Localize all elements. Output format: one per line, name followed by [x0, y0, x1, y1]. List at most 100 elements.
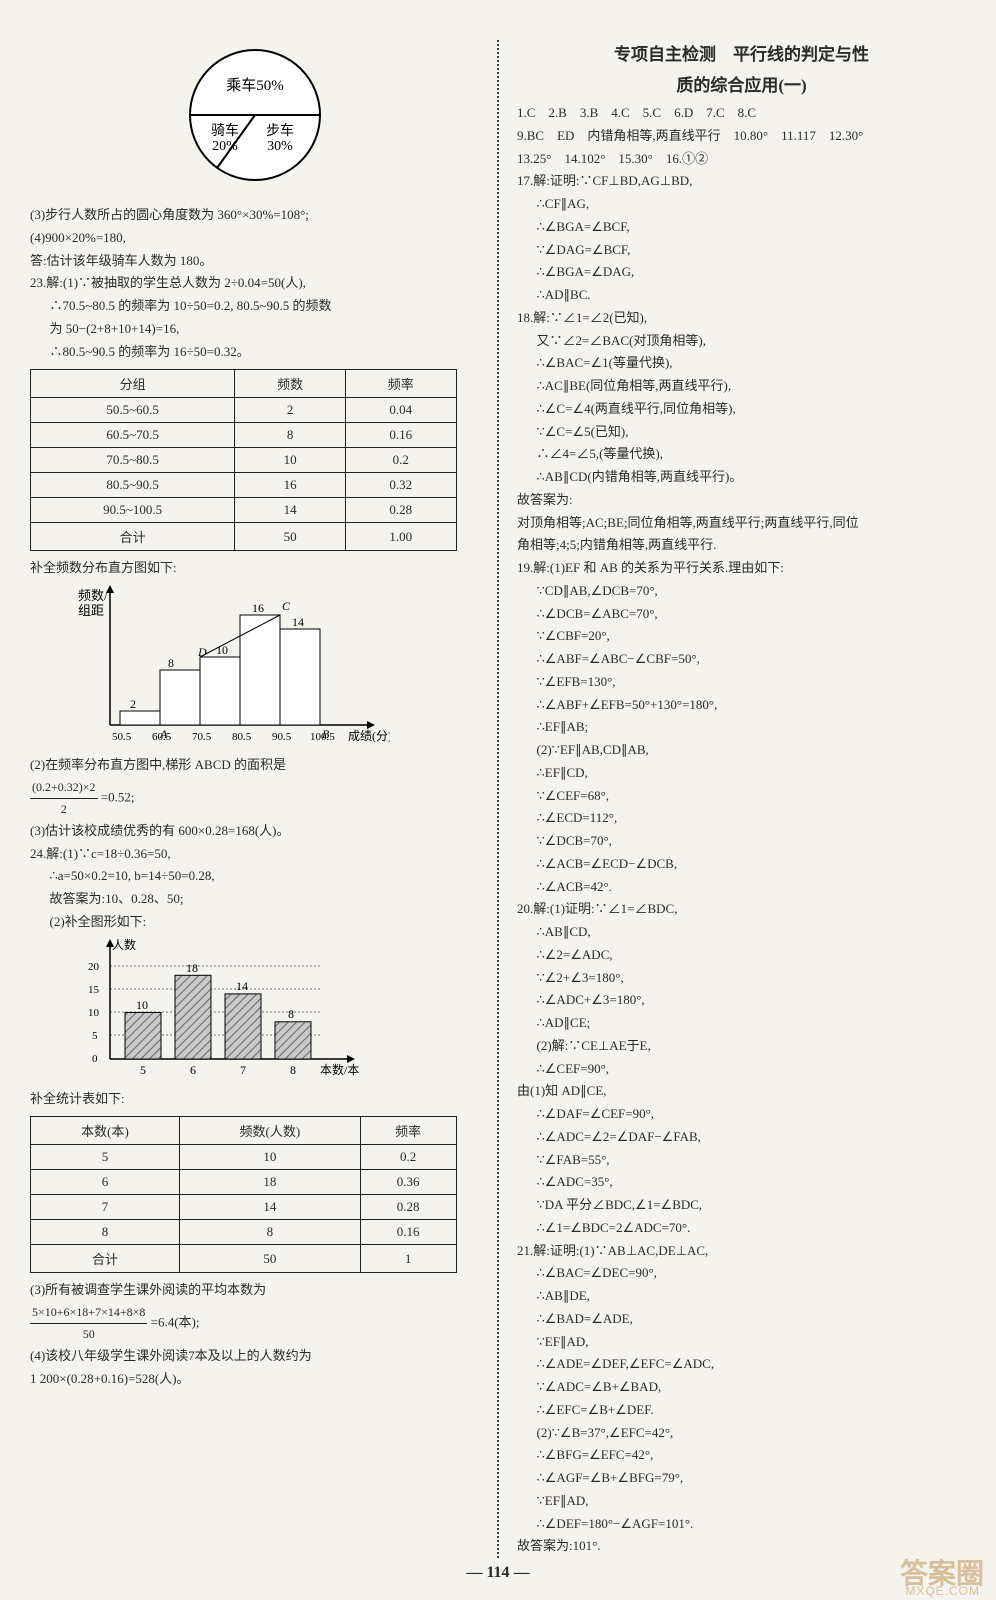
- td: 50.5~60.5: [31, 398, 235, 423]
- td: 8: [235, 423, 346, 448]
- td: 70.5~80.5: [31, 448, 235, 473]
- svg-text:6: 6: [190, 1063, 196, 1077]
- td: 60.5~70.5: [31, 423, 235, 448]
- proof-line: ∴∠1=∠BDC=2∠ADC=70°.: [517, 1217, 966, 1240]
- svg-text:100.5: 100.5: [310, 731, 335, 743]
- hist-caption: 补全频数分布直方图如下:: [30, 557, 479, 580]
- proof-line: ∴∠ACB=42°.: [517, 876, 966, 899]
- proof-line: (2)∵EF∥AB,CD∥AB,: [517, 739, 966, 762]
- svg-text:80.5: 80.5: [232, 731, 252, 743]
- svg-text:10: 10: [136, 998, 148, 1012]
- text: ∴70.5~80.5 的频率为 10÷50=0.2, 80.5~90.5 的频数: [30, 295, 479, 318]
- proof-line: ∵∠ADC=∠B+∠BAD,: [517, 1376, 966, 1399]
- right-column: 专项自主检测 平行线的判定与性 质的综合应用(一) 1.C 2.B 3.B 4.…: [517, 40, 966, 1558]
- proof-line: ∴∠ACB=∠ECD−∠DCB,: [517, 853, 966, 876]
- td: 90.5~100.5: [31, 498, 235, 523]
- td: 1: [360, 1245, 456, 1273]
- svg-text:人数: 人数: [112, 937, 136, 952]
- svg-text:频数/: 频数/: [78, 588, 108, 603]
- td: 0.2: [345, 448, 456, 473]
- td: 7: [31, 1195, 180, 1220]
- text: (3)步行人数所占的圆心角度数为 360°×30%=108°;: [30, 204, 479, 227]
- td: 0.16: [360, 1220, 456, 1245]
- proof-line: ∴EF∥AB;: [517, 716, 966, 739]
- svg-text:2: 2: [130, 697, 136, 711]
- svg-text:20: 20: [88, 961, 100, 973]
- svg-text:成绩(分): 成绩(分): [348, 729, 390, 743]
- text: (4)该校八年级学生课外阅读7本及以上的人数约为: [30, 1345, 479, 1368]
- th: 频数: [235, 370, 346, 398]
- svg-text:D: D: [197, 645, 207, 659]
- th: 分组: [31, 370, 235, 398]
- proof-line: 故答案为:: [517, 489, 966, 512]
- td: 50: [179, 1245, 360, 1273]
- td: 0.28: [360, 1195, 456, 1220]
- proof-line: 又∵∠2=∠BAC(对顶角相等),: [517, 330, 966, 353]
- proof-line: ∴AB∥DE,: [517, 1285, 966, 1308]
- proof-line: ∵EF∥AD,: [517, 1490, 966, 1513]
- td: 2: [235, 398, 346, 423]
- svg-text:本数/本: 本数/本: [320, 1062, 359, 1077]
- pie-label-2b: 20%: [212, 139, 238, 154]
- svg-text:14: 14: [236, 979, 248, 993]
- td: 0.04: [345, 398, 456, 423]
- svg-text:5: 5: [92, 1030, 98, 1042]
- svg-text:C: C: [282, 599, 291, 613]
- answers: 9.BC ED 内错角相等,两直线平行 10.80° 11.117 12.30°: [517, 125, 966, 148]
- svg-text:0: 0: [92, 1053, 98, 1065]
- td: 50: [235, 523, 346, 551]
- proof-line: ∴∠ADC=35°,: [517, 1171, 966, 1194]
- proof-line: ∵∠C=∠5(已知),: [517, 421, 966, 444]
- td: 1.00: [345, 523, 456, 551]
- svg-text:7: 7: [240, 1063, 246, 1077]
- proof-line: ∵∠CBF=20°,: [517, 625, 966, 648]
- text: =0.52;: [101, 789, 135, 804]
- proof-line: ∴CF∥AG,: [517, 193, 966, 216]
- td: 10: [179, 1145, 360, 1170]
- text: (4)900×20%=180,: [30, 227, 479, 250]
- frequency-table-2: 本数(本) 频数(人数) 频率 5100.2 6180.36 7140.28 8…: [30, 1116, 457, 1273]
- td: 6: [31, 1170, 180, 1195]
- proof-line: ∴∠BGA=∠DAG,: [517, 261, 966, 284]
- pie-svg: 乘车50% 骑车 20% 步车 30%: [165, 40, 345, 190]
- proof-line: (2)解:∵CE⊥AE于E,: [517, 1035, 966, 1058]
- proof-line: ∴∠ADC+∠3=180°,: [517, 989, 966, 1012]
- td: 14: [235, 498, 346, 523]
- proof-line: ∴∠4=∠5,(等量代换),: [517, 443, 966, 466]
- proof-line: ∵∠EFB=130°,: [517, 671, 966, 694]
- proof-line: ∵∠2+∠3=180°,: [517, 967, 966, 990]
- proof-line: ∴∠ECD=112°,: [517, 807, 966, 830]
- proof-line: ∴∠AGF=∠B+∠BFG=79°,: [517, 1467, 966, 1490]
- svg-text:8: 8: [290, 1063, 296, 1077]
- svg-text:16: 16: [252, 601, 264, 615]
- td: 16: [235, 473, 346, 498]
- proofs-block: 17.解:证明:∵CF⊥BD,AG⊥BD,∴CF∥AG,∴∠BGA=∠BCF,∵…: [517, 170, 966, 1558]
- proof-line: ∴AD∥BC.: [517, 284, 966, 307]
- text: (3)估计该校成绩优秀的有 600×0.28=168(人)。: [30, 820, 479, 843]
- proof-line: ∴∠EFC=∠B+∠DEF.: [517, 1399, 966, 1422]
- svg-text:5: 5: [140, 1063, 146, 1077]
- td: 10: [235, 448, 346, 473]
- stats-caption: 补全统计表如下:: [30, 1088, 479, 1111]
- text: (2)补全图形如下:: [30, 911, 479, 934]
- svg-text:10: 10: [88, 1007, 100, 1019]
- proof-line: ∴∠ABF=∠ABC−∠CBF=50°,: [517, 648, 966, 671]
- proof-line: ∵CD∥AB,∠DCB=70°,: [517, 580, 966, 603]
- proof-line: ∴∠ABF+∠EFB=50°+130°=180°,: [517, 694, 966, 717]
- answers: 1.C 2.B 3.B 4.C 5.C 6.D 7.C 8.C: [517, 102, 966, 125]
- text: 故答案为:10、0.28、50;: [30, 888, 479, 911]
- proof-line: ∴∠BAC=∠DEC=90°,: [517, 1262, 966, 1285]
- answers: 13.25° 14.102° 15.30° 16.①②: [517, 148, 966, 171]
- proof-line: 对顶角相等;AC;BE;同位角相等,两直线平行;两直线平行,同位: [517, 512, 966, 535]
- proof-line: 角相等;4;5;内错角相等,两直线平行.: [517, 534, 966, 557]
- svg-text:8: 8: [168, 656, 174, 670]
- proof-line: 17.解:证明:∵CF⊥BD,AG⊥BD,: [517, 170, 966, 193]
- proof-line: ∴∠CEF=90°,: [517, 1058, 966, 1081]
- pie-chart: 乘车50% 骑车 20% 步车 30%: [30, 40, 479, 194]
- proof-line: ∴∠BAD=∠ADE,: [517, 1308, 966, 1331]
- proof-line: 19.解:(1)EF 和 AB 的关系为平行关系.理由如下:: [517, 557, 966, 580]
- text: (2)在频率分布直方图中,梯形 ABCD 的面积是: [30, 754, 479, 777]
- pie-label-3b: 30%: [267, 139, 293, 154]
- td: 合计: [31, 1245, 180, 1273]
- th: 频数(人数): [179, 1117, 360, 1145]
